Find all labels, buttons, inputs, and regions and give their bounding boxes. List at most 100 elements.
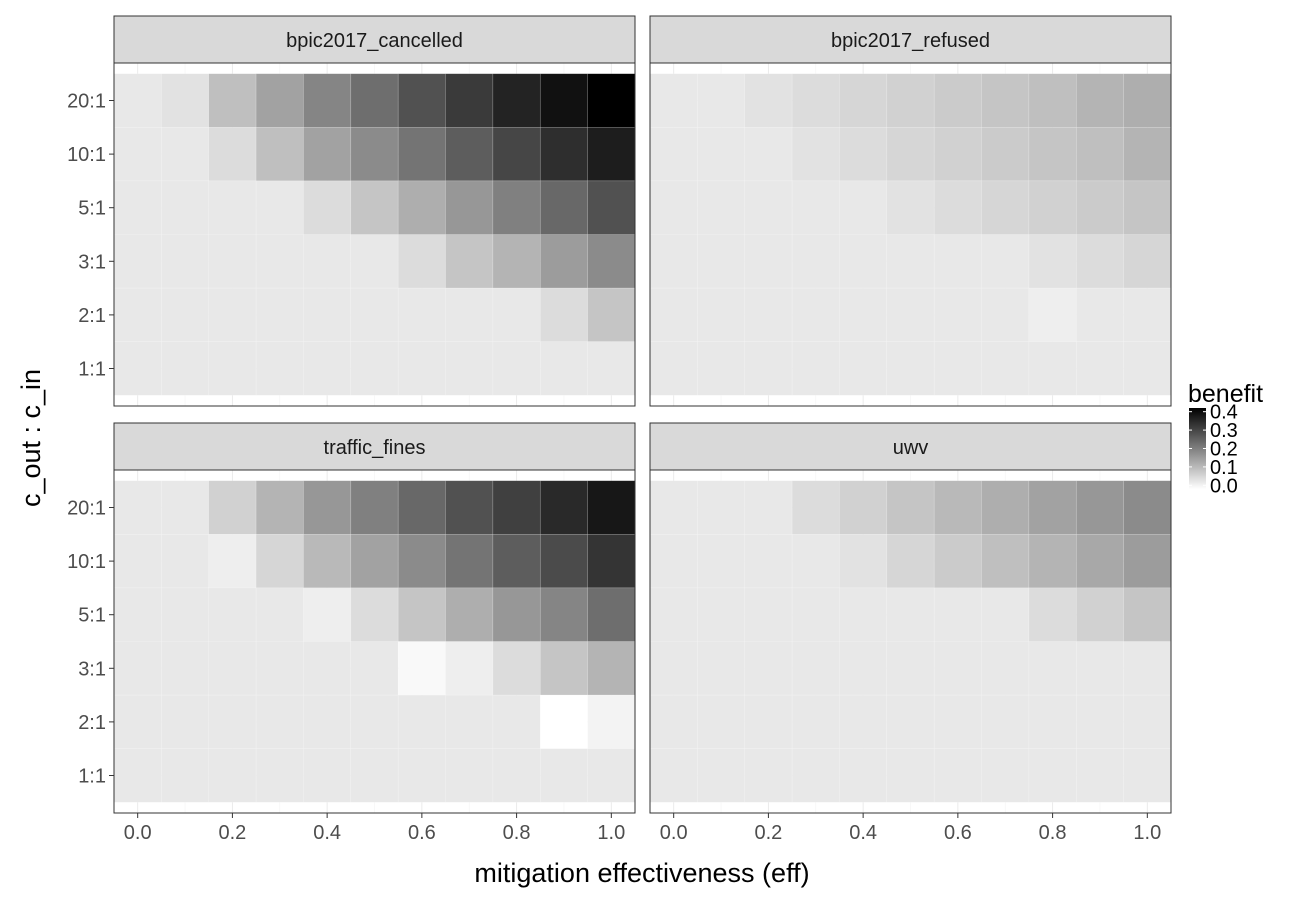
heatmap-tile	[113, 748, 162, 803]
heatmap-tile	[208, 73, 257, 128]
heatmap-tile	[208, 641, 257, 696]
heatmap-tile	[697, 73, 746, 128]
heatmap-tile	[208, 287, 257, 342]
heatmap-tile	[492, 748, 541, 803]
heatmap-tile	[697, 748, 746, 803]
heatmap-tile	[397, 180, 446, 235]
heatmap-tile	[1075, 480, 1124, 535]
heatmap-tile	[839, 534, 888, 589]
heatmap-tile	[697, 694, 746, 749]
heatmap-tile	[697, 587, 746, 642]
heatmap-tile	[208, 587, 257, 642]
x-tick-label: 0.2	[755, 822, 783, 844]
heatmap-tile	[255, 180, 304, 235]
heatmap-tile	[697, 287, 746, 342]
heatmap-tile	[1123, 534, 1172, 589]
heatmap-tile	[303, 587, 352, 642]
heatmap-tile	[791, 694, 840, 749]
heatmap-tile	[113, 694, 162, 749]
heatmap-tile	[839, 480, 888, 535]
heatmap-tiles	[113, 480, 636, 803]
y-tick-label: 10:1	[67, 551, 106, 573]
heatmap-tile	[161, 748, 210, 803]
heatmap-tile	[445, 341, 494, 396]
heatmap-tile	[933, 180, 982, 235]
y-tick-label: 3:1	[78, 658, 106, 680]
heatmap-tile	[397, 534, 446, 589]
x-tick-label: 0.4	[849, 822, 877, 844]
heatmap-tile	[839, 73, 888, 128]
heatmap-tiles	[649, 73, 1172, 396]
heatmap-tile	[587, 127, 636, 182]
heatmap-tile	[1028, 234, 1077, 289]
heatmap-tile	[255, 694, 304, 749]
heatmap-tile	[933, 341, 982, 396]
y-tick-label: 20:1	[67, 498, 106, 520]
heatmap-tile	[1075, 127, 1124, 182]
heatmap-tile	[981, 480, 1030, 535]
heatmap-tile	[492, 127, 541, 182]
heatmap-tile	[303, 748, 352, 803]
heatmap-tile	[744, 534, 793, 589]
heatmap-tile	[649, 234, 698, 289]
facet-strip	[649, 422, 1172, 471]
heatmap-tile	[492, 641, 541, 696]
heatmap-tile	[1028, 287, 1077, 342]
heatmap-tile	[1028, 748, 1077, 803]
heatmap-tile	[161, 480, 210, 535]
legend: benefit 0.00.10.20.30.4	[1188, 380, 1263, 497]
x-tick-label: 0.8	[1039, 822, 1067, 844]
heatmap-tile	[697, 480, 746, 535]
heatmap-tile	[744, 287, 793, 342]
heatmap-tile	[303, 180, 352, 235]
heatmap-tile	[350, 480, 399, 535]
y-tick-label: 10:1	[67, 144, 106, 166]
heatmap-tile	[839, 341, 888, 396]
heatmap-tile	[1028, 694, 1077, 749]
panels-layer: bpic2017_cancelled bpic2017_refusedtraffi…	[113, 15, 1172, 814]
panel-bpic2017_refused: bpic2017_refused	[649, 15, 1172, 407]
heatmap-tile	[886, 287, 935, 342]
heatmap-tile	[649, 480, 698, 535]
heatmap-tile	[303, 287, 352, 342]
heatmap-tile	[791, 534, 840, 589]
heatmap-tile	[1075, 234, 1124, 289]
heatmap-tile	[113, 534, 162, 589]
heatmap-tile	[981, 341, 1030, 396]
heatmap-tile	[933, 73, 982, 128]
heatmap-tile	[886, 587, 935, 642]
heatmap-tile	[397, 287, 446, 342]
legend-colorbar	[1189, 408, 1206, 489]
heatmap-tile	[539, 234, 588, 289]
heatmap-tile	[161, 73, 210, 128]
legend-tick-label: 0.4	[1210, 402, 1238, 424]
heatmap-tile	[303, 534, 352, 589]
heatmap-tile	[255, 234, 304, 289]
heatmap-tile	[208, 127, 257, 182]
heatmap-tile	[255, 587, 304, 642]
heatmap-tile	[539, 534, 588, 589]
heatmap-tile	[933, 480, 982, 535]
heatmap-tile	[113, 127, 162, 182]
heatmap-tile	[445, 287, 494, 342]
heatmap-tile	[161, 127, 210, 182]
heatmap-tile	[981, 127, 1030, 182]
heatmap-tile	[113, 641, 162, 696]
heatmap-tile	[649, 180, 698, 235]
heatmap-tile	[587, 180, 636, 235]
heatmap-tile	[1123, 480, 1172, 535]
heatmap-tile	[886, 127, 935, 182]
heatmap-tile	[539, 180, 588, 235]
heatmap-tile	[587, 480, 636, 535]
heatmap-tile	[649, 694, 698, 749]
heatmap-tile	[587, 287, 636, 342]
heatmap-tile	[539, 587, 588, 642]
heatmap-tile	[649, 127, 698, 182]
heatmap-tile	[744, 641, 793, 696]
heatmap-tile	[697, 641, 746, 696]
heatmap-tile	[981, 748, 1030, 803]
y-tick-label: 5:1	[78, 198, 106, 220]
heatmap-tile	[397, 587, 446, 642]
heatmap-tile	[208, 234, 257, 289]
